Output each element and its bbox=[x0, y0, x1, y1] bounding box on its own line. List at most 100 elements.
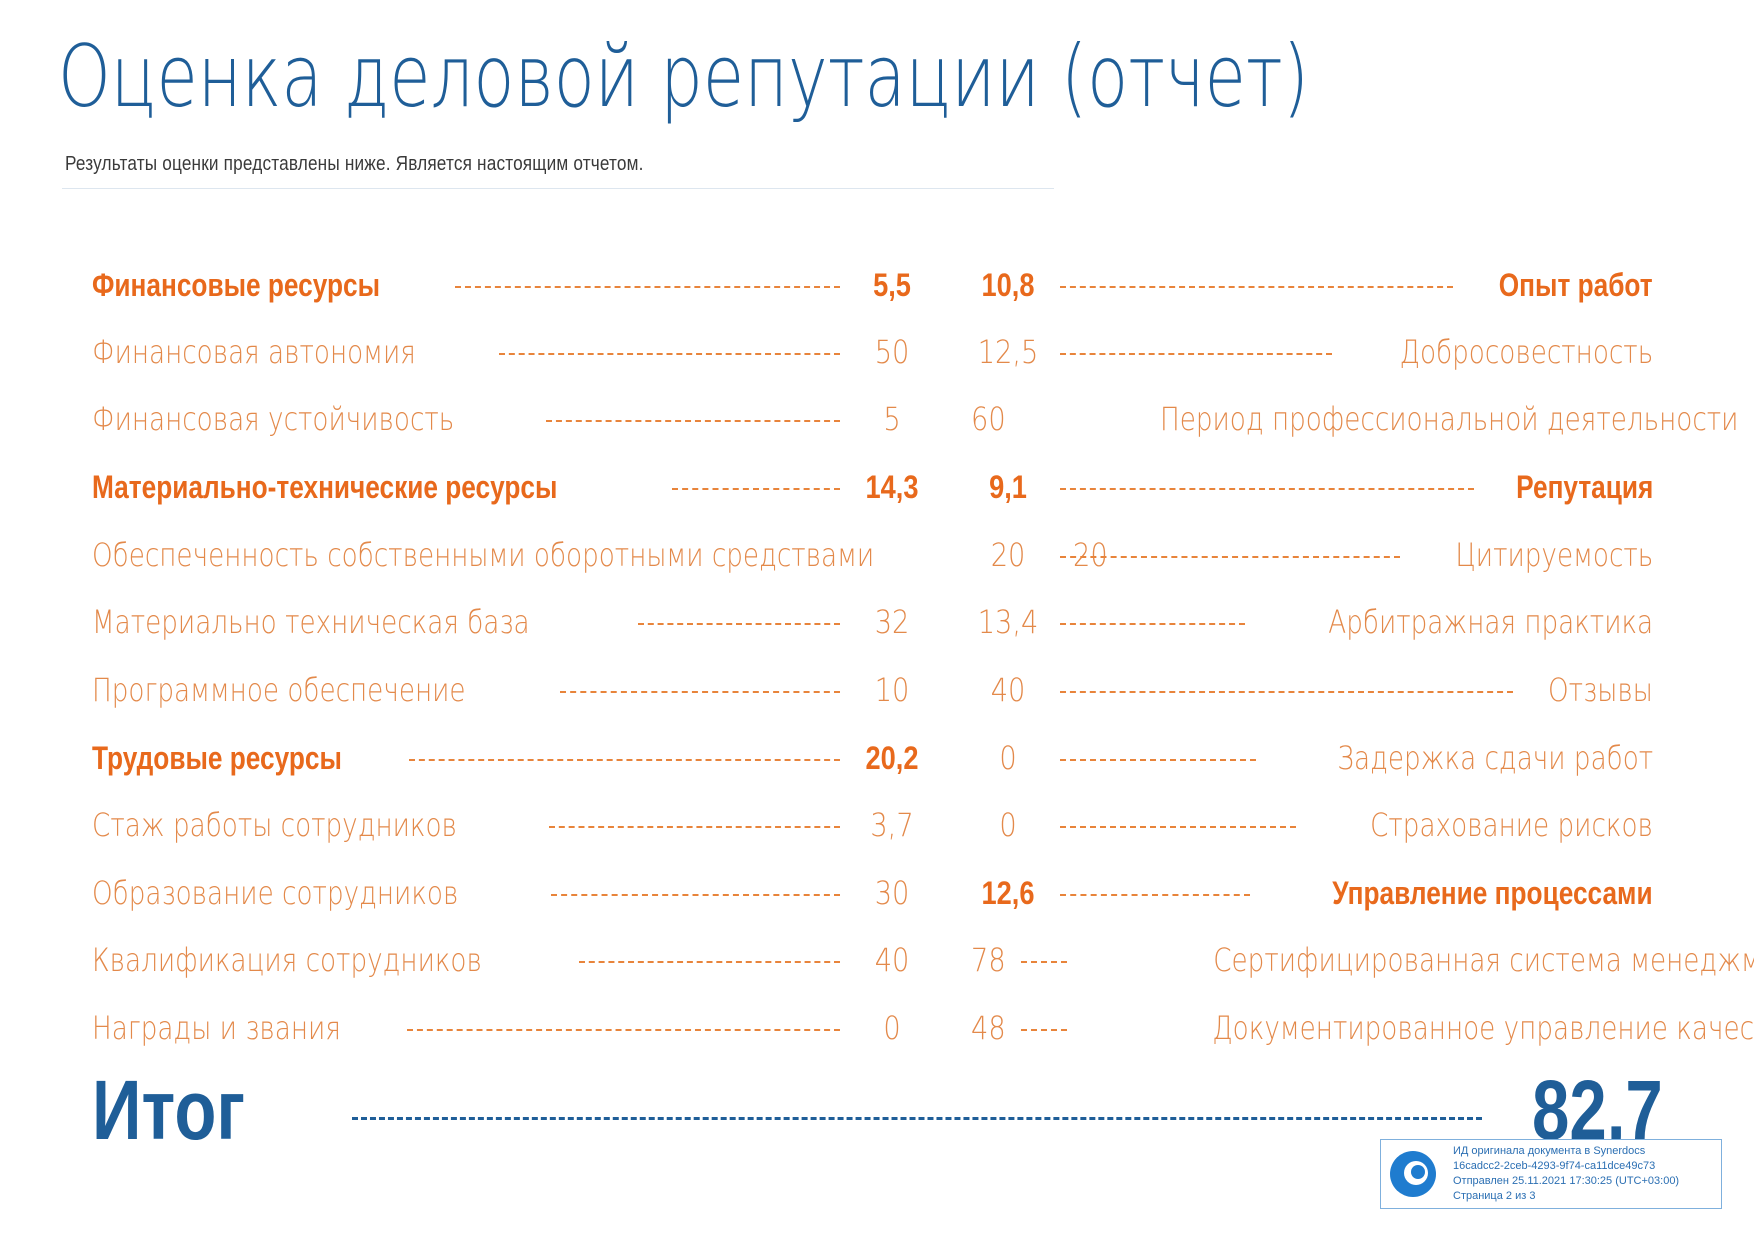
row-label: Цитируемость bbox=[1455, 536, 1653, 574]
row-value: 20,2 bbox=[865, 739, 919, 776]
title-divider bbox=[62, 188, 1054, 189]
right-row-integrity: 12,5 Добросовестность bbox=[968, 327, 1653, 377]
left-row-software: Программное обеспечение 10 bbox=[92, 665, 932, 715]
row-value: 12,6 bbox=[981, 874, 1035, 911]
dotted-leader bbox=[1060, 488, 1474, 490]
row-label: Отзывы bbox=[1548, 671, 1653, 709]
row-value: 60 bbox=[971, 400, 1006, 438]
row-value: 40 bbox=[874, 941, 910, 979]
row-value: 48 bbox=[971, 1009, 1006, 1047]
row-value: 0 bbox=[883, 1009, 901, 1047]
left-row-financial-stability: Финансовая устойчивость 5 bbox=[92, 394, 932, 444]
row-label: Страхование рисков bbox=[1370, 806, 1653, 844]
left-row-financial-autonomy: Финансовая автономия 50 bbox=[92, 327, 932, 377]
row-label: Квалификация сотрудников bbox=[92, 941, 482, 979]
synerdocs-logo-icon bbox=[1390, 1151, 1436, 1197]
left-row-awards: Награды и звания 0 bbox=[92, 1003, 932, 1053]
dotted-leader bbox=[1060, 826, 1297, 828]
row-value: 40 bbox=[990, 671, 1026, 709]
left-row-staff-education: Образование сотрудников 30 bbox=[92, 868, 932, 918]
row-value: 20 bbox=[990, 536, 1026, 574]
row-label: Материально техническая база bbox=[92, 603, 530, 641]
right-row-certified-system: 78 Сертифицированная система менеджмента bbox=[968, 935, 1754, 985]
dotted-leader bbox=[1060, 894, 1251, 896]
row-label: Финансовые ресурсы bbox=[92, 266, 381, 303]
dotted-leader bbox=[549, 826, 840, 828]
document-stamp: ИД оригинала документа в Synerdocs 16cad… bbox=[1380, 1139, 1722, 1209]
row-label: Репутация bbox=[1515, 468, 1653, 505]
row-value: 12,5 bbox=[977, 333, 1039, 371]
row-value: 14,3 bbox=[865, 468, 919, 505]
right-row-arbitration: 13,4 Арбитражная практика bbox=[968, 597, 1653, 647]
right-row-work-experience: 10,8 Опыт работ bbox=[968, 260, 1653, 310]
stamp-line: Отправлен 25.11.2021 17:30:25 (UTC+03:00… bbox=[1453, 1175, 1680, 1187]
row-label: Обеспеченность собственными оборотными с… bbox=[92, 536, 875, 574]
dotted-leader bbox=[637, 623, 840, 625]
row-label: Сертифицированная система менеджмента bbox=[1212, 941, 1754, 979]
row-label: Награды и звания bbox=[92, 1009, 341, 1047]
left-row-material-base: Материально техническая база 32 bbox=[92, 597, 932, 647]
left-row-staff-experience: Стаж работы сотрудников 3,7 bbox=[92, 800, 932, 850]
row-label: Арбитражная практика bbox=[1328, 603, 1653, 641]
stamp-line: 16cadcc2-2ceb-4293-9f74-ca11dce49c73 bbox=[1453, 1160, 1656, 1172]
dotted-leader bbox=[545, 420, 840, 422]
row-label: Документированное управление качеством bbox=[1212, 1009, 1754, 1047]
row-label: Финансовая автономия bbox=[92, 333, 416, 371]
row-value: 3,7 bbox=[870, 806, 914, 844]
left-row-staff-qualification: Квалификация сотрудников 40 bbox=[92, 935, 932, 985]
left-row-material-resources: Материально-технические ресурсы 14,3 bbox=[92, 462, 932, 512]
row-value: 0 bbox=[999, 739, 1017, 777]
right-row-citation: 20 Цитируемость bbox=[968, 530, 1653, 580]
row-label: Добросовестность bbox=[1399, 333, 1653, 371]
dotted-leader bbox=[408, 759, 840, 761]
right-row-activity-period: 60 Период профессиональной деятельности bbox=[968, 394, 1738, 444]
dotted-leader bbox=[550, 894, 840, 896]
row-label: Материально-технические ресурсы bbox=[92, 468, 558, 505]
row-value: 13,4 bbox=[977, 603, 1039, 641]
left-row-working-capital: Обеспеченность собственными оборотными с… bbox=[92, 530, 1108, 580]
row-label: Опыт работ bbox=[1499, 266, 1653, 303]
row-value: 10 bbox=[874, 671, 910, 709]
dotted-leader bbox=[407, 1029, 840, 1031]
row-value: 5,5 bbox=[873, 266, 911, 303]
right-row-reputation: 9,1 Репутация bbox=[968, 462, 1653, 512]
row-label: Образование сотрудников bbox=[92, 874, 459, 912]
page-subtitle: Результаты оценки представлены ниже. Явл… bbox=[65, 153, 644, 175]
stamp-line: Страница 2 из 3 bbox=[1453, 1190, 1536, 1202]
dotted-leader bbox=[1060, 353, 1332, 355]
row-label: Управление процессами bbox=[1332, 874, 1653, 911]
total-label: Итог bbox=[92, 1062, 246, 1157]
page-title: Оценка деловой репутации (отчет) bbox=[58, 27, 1309, 127]
row-label: Период профессиональной деятельности bbox=[1159, 400, 1739, 438]
dotted-leader bbox=[559, 691, 840, 693]
row-label: Стаж работы сотрудников bbox=[92, 806, 457, 844]
dotted-leader bbox=[1060, 623, 1245, 625]
row-value: 0 bbox=[999, 806, 1017, 844]
row-value: 20 bbox=[1072, 536, 1108, 574]
row-label: Задержка сдачи работ bbox=[1337, 739, 1653, 777]
row-value: 50 bbox=[874, 333, 910, 371]
row-label: Трудовые ресурсы bbox=[92, 739, 342, 776]
dotted-leader bbox=[1060, 759, 1256, 761]
row-label: Финансовая устойчивость bbox=[92, 400, 455, 438]
dotted-leader bbox=[352, 1116, 1482, 1120]
row-value: 32 bbox=[874, 603, 910, 641]
stamp-line: ИД оригинала документа в Synerdocs bbox=[1453, 1145, 1646, 1157]
dotted-leader bbox=[1060, 691, 1514, 693]
dotted-leader bbox=[455, 286, 840, 288]
right-row-quality-management: 48 Документированное управление качество… bbox=[968, 1003, 1754, 1053]
row-label: Программное обеспечение bbox=[92, 671, 466, 709]
row-value: 10,8 bbox=[981, 266, 1035, 303]
row-value: 78 bbox=[971, 941, 1006, 979]
dotted-leader bbox=[1060, 286, 1454, 288]
right-row-reviews: 40 Отзывы bbox=[968, 665, 1653, 715]
row-value: 9,1 bbox=[989, 468, 1027, 505]
row-value: 5 bbox=[883, 400, 901, 438]
total-row: Итог 82,7 bbox=[92, 1055, 1663, 1165]
right-row-delivery-delay: 0 Задержка сдачи работ bbox=[968, 733, 1653, 783]
left-row-labor-resources: Трудовые ресурсы 20,2 bbox=[92, 733, 932, 783]
dotted-leader bbox=[1060, 556, 1400, 558]
left-row-financial-resources: Финансовые ресурсы 5,5 bbox=[92, 260, 932, 310]
dotted-leader bbox=[498, 353, 840, 355]
right-row-risk-insurance: 0 Страхование рисков bbox=[968, 800, 1653, 850]
